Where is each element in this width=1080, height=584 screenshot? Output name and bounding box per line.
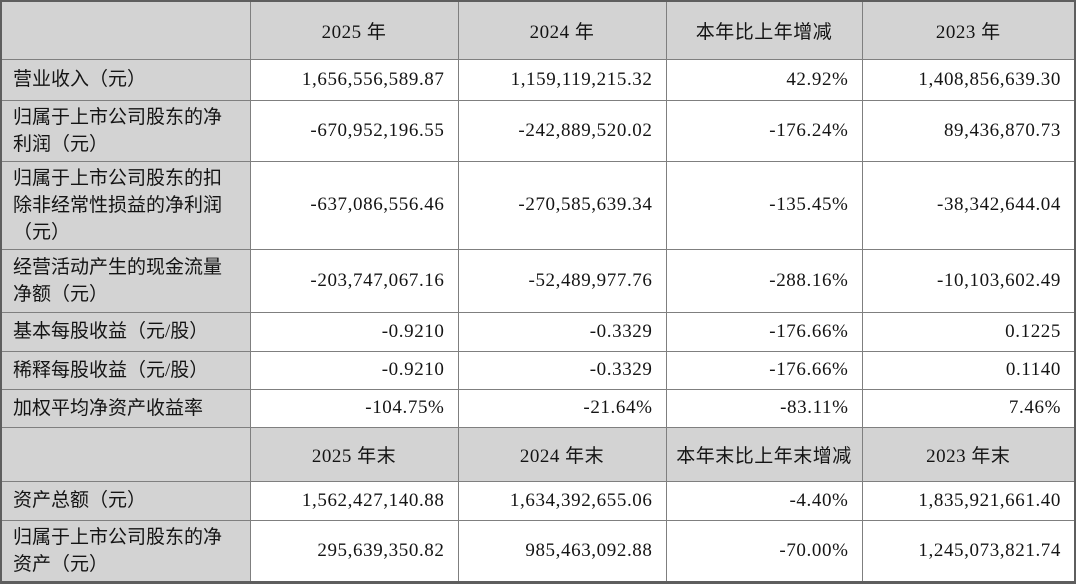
table-cell: -10,103,602.49 (861, 248, 1076, 313)
table-cell: -70.00% (665, 519, 863, 583)
table-row-basic-eps: 基本每股收益（元/股） -0.9210 -0.3329 -176.66% 0.1… (0, 311, 1076, 352)
table-cell: -0.3329 (457, 350, 667, 390)
table-row-net-profit-excl-nonrecurring: 归属于上市公司股东的扣 除非经常性损益的净利润 （元） -637,086,556… (0, 160, 1076, 250)
row-label-total-assets: 资产总额（元） (0, 480, 251, 521)
row-label-operating-cash-flow: 经营活动产生的现金流量 净额（元） (0, 248, 251, 313)
row-label-revenue: 营业收入（元） (0, 58, 251, 101)
table-cell: 0.1140 (861, 350, 1076, 390)
table-cell: 1,656,556,589.87 (249, 58, 459, 101)
table-cell: 1,408,856,639.30 (861, 58, 1076, 101)
row-label-net-profit-excl-nonrecurring: 归属于上市公司股东的扣 除非经常性损益的净利润 （元） (0, 160, 251, 250)
table-row-revenue: 营业收入（元） 1,656,556,589.87 1,159,119,215.3… (0, 58, 1076, 101)
table-cell: 89,436,870.73 (861, 99, 1076, 162)
header-row-annual: 2025 年 2024 年 本年比上年增减 2023 年 (0, 0, 1076, 60)
table-cell: -52,489,977.76 (457, 248, 667, 313)
table-cell: -135.45% (665, 160, 863, 250)
table-cell: -637,086,556.46 (249, 160, 459, 250)
table-cell: 1,159,119,215.32 (457, 58, 667, 101)
table-row-net-profit: 归属于上市公司股东的净 利润（元） -670,952,196.55 -242,8… (0, 99, 1076, 162)
header-row-period-end: 2025 年末 2024 年末 本年末比上年末增减 2023 年末 (0, 426, 1076, 482)
col-header-2024-end: 2024 年末 (457, 426, 667, 482)
table-cell: -176.66% (665, 311, 863, 352)
table-cell: -203,747,067.16 (249, 248, 459, 313)
table-cell: -83.11% (665, 388, 863, 428)
table-cell: 42.92% (665, 58, 863, 101)
col-header-2025-end: 2025 年末 (249, 426, 459, 482)
corner-cell (0, 426, 251, 482)
table-cell: -4.40% (665, 480, 863, 521)
table-cell: -288.16% (665, 248, 863, 313)
row-label-net-assets: 归属于上市公司股东的净 资产（元） (0, 519, 251, 583)
table-cell: -0.9210 (249, 311, 459, 352)
table-row-net-assets: 归属于上市公司股东的净 资产（元） 295,639,350.82 985,463… (0, 519, 1076, 583)
table-cell: 7.46% (861, 388, 1076, 428)
table-cell: -176.66% (665, 350, 863, 390)
table-cell: 0.1225 (861, 311, 1076, 352)
table-cell: -242,889,520.02 (457, 99, 667, 162)
col-header-2024: 2024 年 (457, 0, 667, 60)
col-header-2023: 2023 年 (861, 0, 1076, 60)
table-cell: -38,342,644.04 (861, 160, 1076, 250)
table-cell: 1,245,073,821.74 (861, 519, 1076, 583)
table-cell: -0.9210 (249, 350, 459, 390)
table-row-total-assets: 资产总额（元） 1,562,427,140.88 1,634,392,655.0… (0, 480, 1076, 521)
table-cell: -270,585,639.34 (457, 160, 667, 250)
table-cell: -21.64% (457, 388, 667, 428)
table-cell: 1,634,392,655.06 (457, 480, 667, 521)
table-cell: 1,562,427,140.88 (249, 480, 459, 521)
row-label-net-profit: 归属于上市公司股东的净 利润（元） (0, 99, 251, 162)
table-row-diluted-eps: 稀释每股收益（元/股） -0.9210 -0.3329 -176.66% 0.1… (0, 350, 1076, 390)
col-header-2025: 2025 年 (249, 0, 459, 60)
col-header-2023-end: 2023 年末 (861, 426, 1076, 482)
col-header-end-change: 本年末比上年末增减 (665, 426, 863, 482)
row-label-basic-eps: 基本每股收益（元/股） (0, 311, 251, 352)
row-label-weighted-avg-roe: 加权平均净资产收益率 (0, 388, 251, 428)
table-cell: 295,639,350.82 (249, 519, 459, 583)
table-row-weighted-avg-roe: 加权平均净资产收益率 -104.75% -21.64% -83.11% 7.46… (0, 388, 1076, 428)
corner-cell (0, 0, 251, 60)
table-cell: -104.75% (249, 388, 459, 428)
table-cell: -176.24% (665, 99, 863, 162)
col-header-yoy-change: 本年比上年增减 (665, 0, 863, 60)
table-cell: -670,952,196.55 (249, 99, 459, 162)
table-cell: 985,463,092.88 (457, 519, 667, 583)
table-row-operating-cash-flow: 经营活动产生的现金流量 净额（元） -203,747,067.16 -52,48… (0, 248, 1076, 313)
row-label-diluted-eps: 稀释每股收益（元/股） (0, 350, 251, 390)
table-cell: 1,835,921,661.40 (861, 480, 1076, 521)
table-cell: -0.3329 (457, 311, 667, 352)
